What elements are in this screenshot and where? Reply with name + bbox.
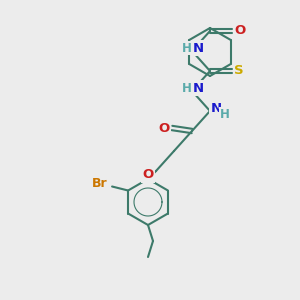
- Text: O: O: [158, 122, 169, 134]
- Text: Br: Br: [92, 177, 108, 190]
- Text: O: O: [234, 25, 246, 38]
- Text: H: H: [220, 107, 230, 121]
- Text: S: S: [234, 64, 244, 77]
- Text: N: N: [192, 41, 204, 55]
- Text: N: N: [192, 82, 204, 94]
- Text: H: H: [182, 82, 192, 94]
- Text: O: O: [142, 169, 154, 182]
- Text: N: N: [210, 101, 222, 115]
- Text: H: H: [182, 41, 192, 55]
